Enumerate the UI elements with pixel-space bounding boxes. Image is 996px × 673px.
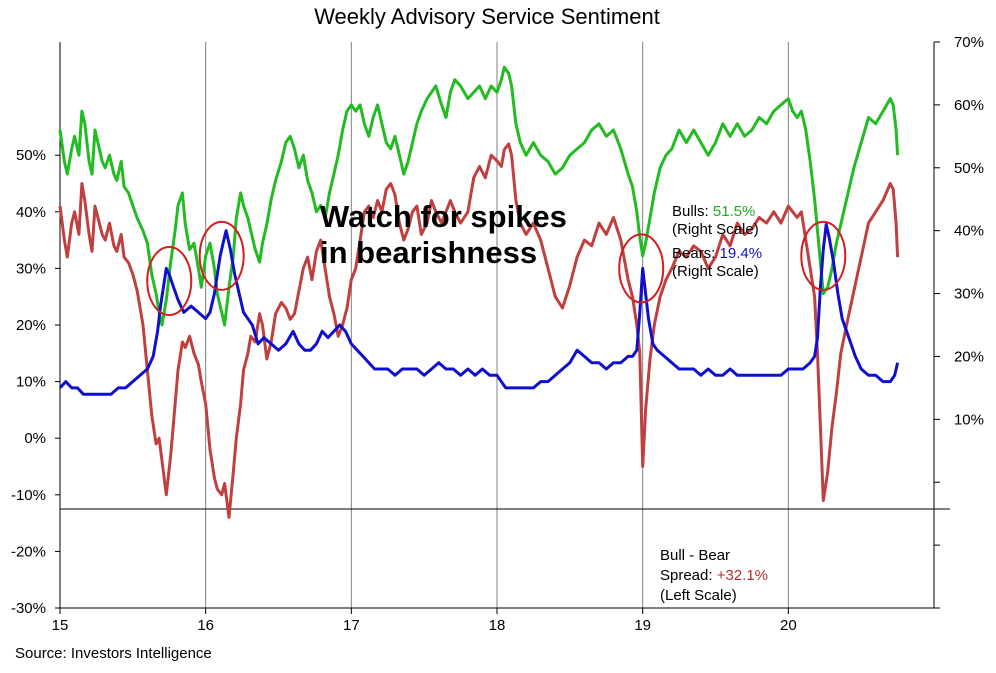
right-tick-label: 20% bbox=[954, 348, 984, 365]
x-tick-label: 15 bbox=[52, 617, 69, 634]
bulls-series-line bbox=[58, 65, 900, 327]
spread-series-line bbox=[58, 142, 900, 519]
left-tick-label: 20% bbox=[16, 317, 46, 334]
source-note: Source: Investors Intelligence bbox=[15, 645, 212, 662]
left-tick-label: -10% bbox=[11, 487, 46, 504]
x-tick-label: 16 bbox=[197, 617, 214, 634]
spread-legend-prefix: Spread: bbox=[660, 567, 717, 584]
x-tick-label: 19 bbox=[634, 617, 651, 634]
right-tick-label: 70% bbox=[954, 34, 984, 51]
x-tick-label: 20 bbox=[780, 617, 797, 634]
bulls-legend-prefix: Bulls: bbox=[672, 203, 713, 220]
left-tick-label: 30% bbox=[16, 260, 46, 277]
spread-legend-scale: (Left Scale) bbox=[660, 587, 737, 604]
bears-legend-value: 19.4% bbox=[720, 245, 763, 262]
spread-legend: Spread: +32.1% bbox=[660, 567, 768, 584]
bulls-legend-value: 51.5% bbox=[713, 203, 756, 220]
right-tick-label: 50% bbox=[954, 160, 984, 177]
bulls-legend: Bulls: 51.5% bbox=[672, 203, 755, 220]
left-tick-label: 50% bbox=[16, 147, 46, 164]
spread-legend-value: +32.1% bbox=[717, 567, 768, 584]
left-axis: 50% 40% 30% 20% 10% 0% -10% -20% -30% bbox=[11, 147, 60, 617]
bears-legend-prefix: Bears: bbox=[672, 245, 720, 262]
highlight-circle bbox=[198, 220, 245, 291]
right-tick-label: 30% bbox=[954, 286, 984, 303]
chart-title: Weekly Advisory Service Sentiment bbox=[314, 4, 660, 29]
x-tick-label: 18 bbox=[489, 617, 506, 634]
x-tick-label: 17 bbox=[343, 617, 360, 634]
bears-series-line bbox=[58, 222, 900, 396]
bears-legend: Bears: 19.4% bbox=[672, 245, 762, 262]
highlight-circle bbox=[618, 233, 665, 304]
highlight-circle bbox=[800, 220, 847, 291]
bulls-legend-scale: (Right Scale) bbox=[672, 221, 759, 238]
left-tick-label: -30% bbox=[11, 600, 46, 617]
right-tick-label: 40% bbox=[954, 223, 984, 240]
left-tick-label: -20% bbox=[11, 543, 46, 560]
annotation-line-1: Watch for spikes bbox=[320, 199, 567, 234]
highlight-circle bbox=[146, 245, 193, 316]
highlight-circles bbox=[146, 220, 847, 316]
annotation-line-2: in bearishness bbox=[320, 235, 537, 270]
left-tick-label: 0% bbox=[24, 430, 46, 447]
spread-legend-title: Bull - Bear bbox=[660, 547, 730, 564]
left-tick-label: 10% bbox=[16, 374, 46, 391]
left-tick-label: 40% bbox=[16, 204, 46, 221]
bears-legend-scale: (Right Scale) bbox=[672, 263, 759, 280]
right-tick-label: 10% bbox=[954, 411, 984, 428]
right-axis: 70% 60% 50% 40% 30% 20% 10% bbox=[934, 34, 984, 609]
right-tick-label: 60% bbox=[954, 97, 984, 114]
vertical-gridlines bbox=[205, 42, 789, 608]
x-axis: 15 16 17 18 19 20 bbox=[52, 608, 797, 634]
